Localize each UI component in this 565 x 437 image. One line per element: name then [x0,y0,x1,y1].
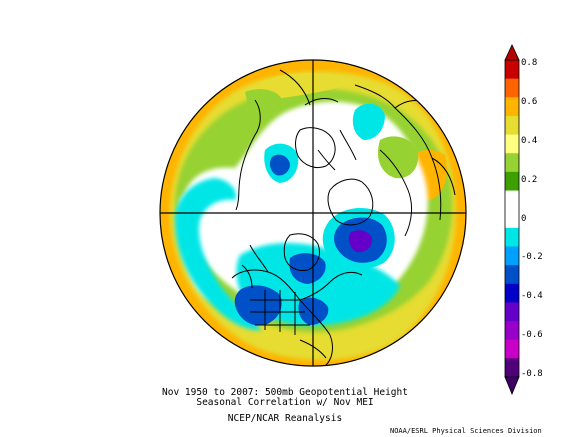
colorbar-cell [505,265,519,285]
credit-text: NOAA/ESRL Physical Sciences Division [390,427,542,435]
colorbar-arrow-top [504,44,520,61]
colorbar-tick-label: -0.8 [521,369,543,379]
colorbar-tick-label: 0 [521,213,527,224]
colorbar-arrow-bottom [504,376,520,396]
colorbar-tick-label: 0.6 [521,96,538,107]
colorbar-cell [505,321,519,341]
colorbar-cell [505,60,519,80]
caption-subtitle: Seasonal Correlation w/ Nov MEI [196,397,374,408]
colorbar-tick-label: 0.4 [521,135,538,146]
colorbar-tick-label: -0.4 [521,291,543,302]
colorbar-cell [505,302,519,322]
caption-dataset: NCEP/NCAR Reanalysis [227,413,343,424]
colorbar-cell [505,134,519,154]
colorbar-cell [505,153,519,173]
colorbar-tick-label: 0.8 [521,58,538,68]
colorbar-cell [505,97,519,117]
colorbar-cell [505,190,519,210]
colorbar-tick-label: -0.6 [521,330,543,341]
colorbar-cell [505,115,519,136]
colorbar-tick-label: 0.2 [521,174,538,185]
colorbar-cell [505,358,519,378]
colorbar-cell [505,283,519,303]
caption-title: Nov 1950 to 2007: 500mb Geopotential Hei… [162,387,408,398]
colorbar-frame [504,59,520,378]
colorbar-cell [505,78,519,98]
colorbar-cell [505,171,519,192]
colorbar [504,44,520,396]
map-border [159,59,467,367]
colorbar-cell [505,227,519,247]
colorbar-cell [505,209,519,229]
colorbar-tick-label: -0.2 [521,252,543,263]
colorbar-cell [505,246,519,266]
colorbar-cell [505,339,519,359]
